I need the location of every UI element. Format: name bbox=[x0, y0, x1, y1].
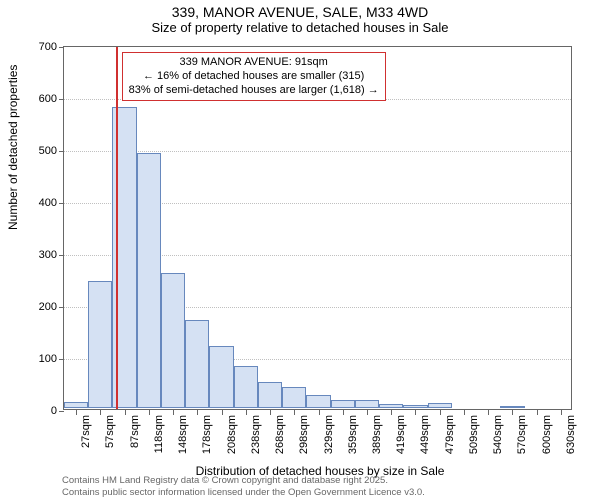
x-tick-mark bbox=[222, 410, 223, 415]
annotation-line: ← 16% of detached houses are smaller (31… bbox=[129, 70, 379, 84]
x-tick-label: 268sqm bbox=[274, 415, 286, 454]
chart-area: 010020030040050060070027sqm57sqm87sqm118… bbox=[63, 46, 572, 410]
y-tick-label: 200 bbox=[17, 301, 57, 313]
x-tick-label: 148sqm bbox=[177, 415, 189, 454]
y-tick-mark bbox=[59, 203, 64, 204]
sub-title: Size of property relative to detached ho… bbox=[0, 20, 600, 35]
x-tick-mark bbox=[488, 410, 489, 415]
x-tick-mark bbox=[294, 410, 295, 415]
y-tick-mark bbox=[59, 47, 64, 48]
x-tick-label: 208sqm bbox=[226, 415, 238, 454]
y-tick-label: 500 bbox=[17, 145, 57, 157]
x-tick-label: 298sqm bbox=[298, 415, 310, 454]
x-tick-label: 27sqm bbox=[80, 415, 92, 448]
x-tick-mark bbox=[537, 410, 538, 415]
chart-container: 339, MANOR AVENUE, SALE, M33 4WD Size of… bbox=[0, 0, 600, 500]
histogram-bar bbox=[500, 406, 524, 408]
histogram-bar bbox=[185, 320, 209, 408]
reference-line bbox=[116, 47, 118, 409]
histogram-bar bbox=[64, 402, 88, 408]
x-tick-label: 600sqm bbox=[541, 415, 553, 454]
x-tick-label: 389sqm bbox=[371, 415, 383, 454]
x-tick-label: 178sqm bbox=[201, 415, 213, 454]
x-tick-label: 118sqm bbox=[153, 415, 165, 453]
x-tick-mark bbox=[246, 410, 247, 415]
x-tick-label: 479sqm bbox=[444, 415, 456, 454]
x-tick-label: 449sqm bbox=[419, 415, 431, 454]
x-tick-mark bbox=[391, 410, 392, 415]
histogram-bar bbox=[282, 387, 306, 408]
y-tick-label: 300 bbox=[17, 249, 57, 261]
x-tick-label: 540sqm bbox=[492, 415, 504, 454]
x-tick-mark bbox=[343, 410, 344, 415]
x-tick-mark bbox=[440, 410, 441, 415]
x-tick-mark bbox=[464, 410, 465, 415]
x-tick-label: 238sqm bbox=[250, 415, 262, 454]
histogram-bar bbox=[88, 281, 112, 408]
title-block: 339, MANOR AVENUE, SALE, M33 4WD Size of… bbox=[0, 0, 600, 35]
x-tick-mark bbox=[367, 410, 368, 415]
histogram-bar bbox=[306, 395, 330, 408]
y-tick-label: 100 bbox=[17, 353, 57, 365]
x-tick-mark bbox=[76, 410, 77, 415]
y-tick-label: 700 bbox=[17, 41, 57, 53]
y-tick-mark bbox=[59, 151, 64, 152]
histogram-bar bbox=[355, 400, 379, 408]
plot-area: 010020030040050060070027sqm57sqm87sqm118… bbox=[63, 46, 572, 410]
footer-line-1: Contains HM Land Registry data © Crown c… bbox=[62, 475, 425, 486]
x-tick-mark bbox=[173, 410, 174, 415]
x-tick-mark bbox=[197, 410, 198, 415]
main-title: 339, MANOR AVENUE, SALE, M33 4WD bbox=[0, 4, 600, 20]
histogram-bar bbox=[161, 273, 185, 408]
x-tick-label: 87sqm bbox=[129, 415, 141, 448]
x-tick-mark bbox=[512, 410, 513, 415]
footer: Contains HM Land Registry data © Crown c… bbox=[62, 475, 425, 498]
x-tick-mark bbox=[270, 410, 271, 415]
x-tick-label: 359sqm bbox=[347, 415, 359, 454]
histogram-bar bbox=[258, 382, 282, 408]
histogram-bar bbox=[234, 366, 258, 408]
x-tick-mark bbox=[319, 410, 320, 415]
y-tick-label: 600 bbox=[17, 93, 57, 105]
histogram-bar bbox=[209, 346, 233, 408]
x-tick-mark bbox=[415, 410, 416, 415]
histogram-bar bbox=[428, 403, 452, 408]
x-tick-label: 329sqm bbox=[323, 415, 335, 454]
footer-line-2: Contains public sector information licen… bbox=[62, 487, 425, 498]
y-tick-mark bbox=[59, 255, 64, 256]
y-tick-mark bbox=[59, 411, 64, 412]
histogram-bar bbox=[331, 400, 355, 408]
y-tick-label: 400 bbox=[17, 197, 57, 209]
x-tick-label: 630sqm bbox=[565, 415, 577, 454]
annotation-line: 339 MANOR AVENUE: 91sqm bbox=[129, 56, 379, 70]
y-tick-mark bbox=[59, 359, 64, 360]
annotation-box: 339 MANOR AVENUE: 91sqm← 16% of detached… bbox=[122, 52, 386, 101]
histogram-bar bbox=[379, 404, 403, 408]
x-tick-mark bbox=[125, 410, 126, 415]
x-tick-label: 419sqm bbox=[395, 415, 407, 454]
x-tick-label: 509sqm bbox=[468, 415, 480, 454]
y-tick-mark bbox=[59, 99, 64, 100]
histogram-bar bbox=[403, 405, 427, 408]
y-tick-label: 0 bbox=[17, 405, 57, 417]
histogram-bar bbox=[137, 153, 161, 408]
gridline bbox=[64, 151, 571, 152]
x-tick-mark bbox=[561, 410, 562, 415]
x-tick-mark bbox=[149, 410, 150, 415]
x-tick-mark bbox=[100, 410, 101, 415]
x-tick-label: 570sqm bbox=[516, 415, 528, 454]
y-tick-mark bbox=[59, 307, 64, 308]
annotation-line: 83% of semi-detached houses are larger (… bbox=[129, 84, 379, 98]
x-tick-label: 57sqm bbox=[104, 415, 116, 448]
